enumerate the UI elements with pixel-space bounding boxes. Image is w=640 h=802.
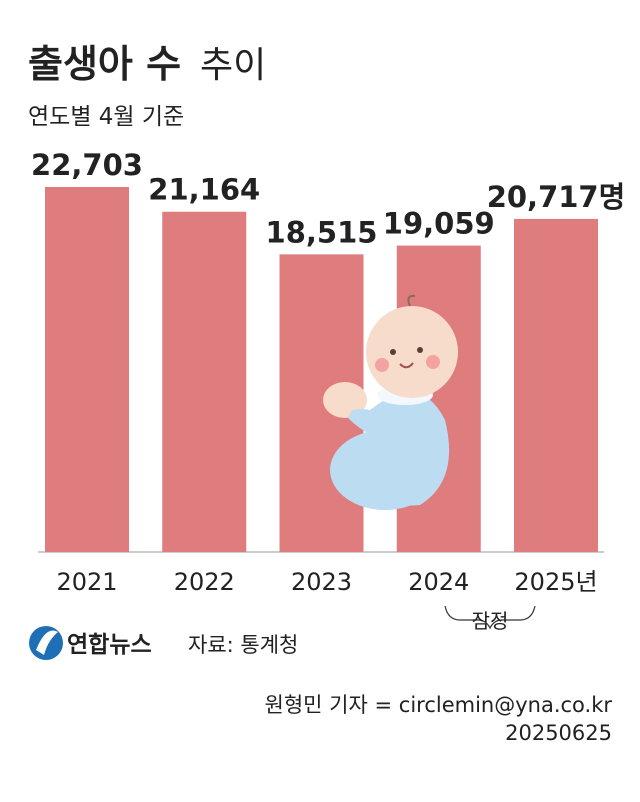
x-tick-label: 2024 [408, 568, 469, 596]
value-label: 19,059 [383, 207, 495, 241]
subtitle: 연도별 4월 기준 [28, 104, 184, 130]
annotation-bracket [444, 605, 536, 630]
bar [514, 218, 598, 552]
logo-icon [29, 626, 63, 660]
date: 20250625 [505, 721, 612, 745]
bar [162, 211, 247, 552]
x-tick-label: 2022 [174, 568, 235, 596]
x-tick-label: 2025년 [514, 568, 597, 596]
annotation: 잠정 [472, 609, 509, 633]
chart-title-light: 추이 [200, 45, 266, 86]
value-label: 22,703 [31, 148, 143, 182]
credit: 원형민 기자 = circlemin@yna.co.kr [265, 693, 613, 717]
source: 자료: 통계청 [188, 633, 298, 657]
value-label: 18,515 [266, 215, 378, 249]
value-label: 20,717명 [487, 180, 626, 214]
value-label: 21,164 [148, 173, 260, 207]
logo-text: 연합뉴스 [67, 632, 152, 658]
x-tick-label: 2023 [291, 568, 352, 596]
bar [45, 187, 129, 552]
x-tick-label: 2021 [56, 568, 117, 596]
chart-title: 출생아 수 [28, 42, 181, 86]
baby-illustration [323, 294, 458, 510]
